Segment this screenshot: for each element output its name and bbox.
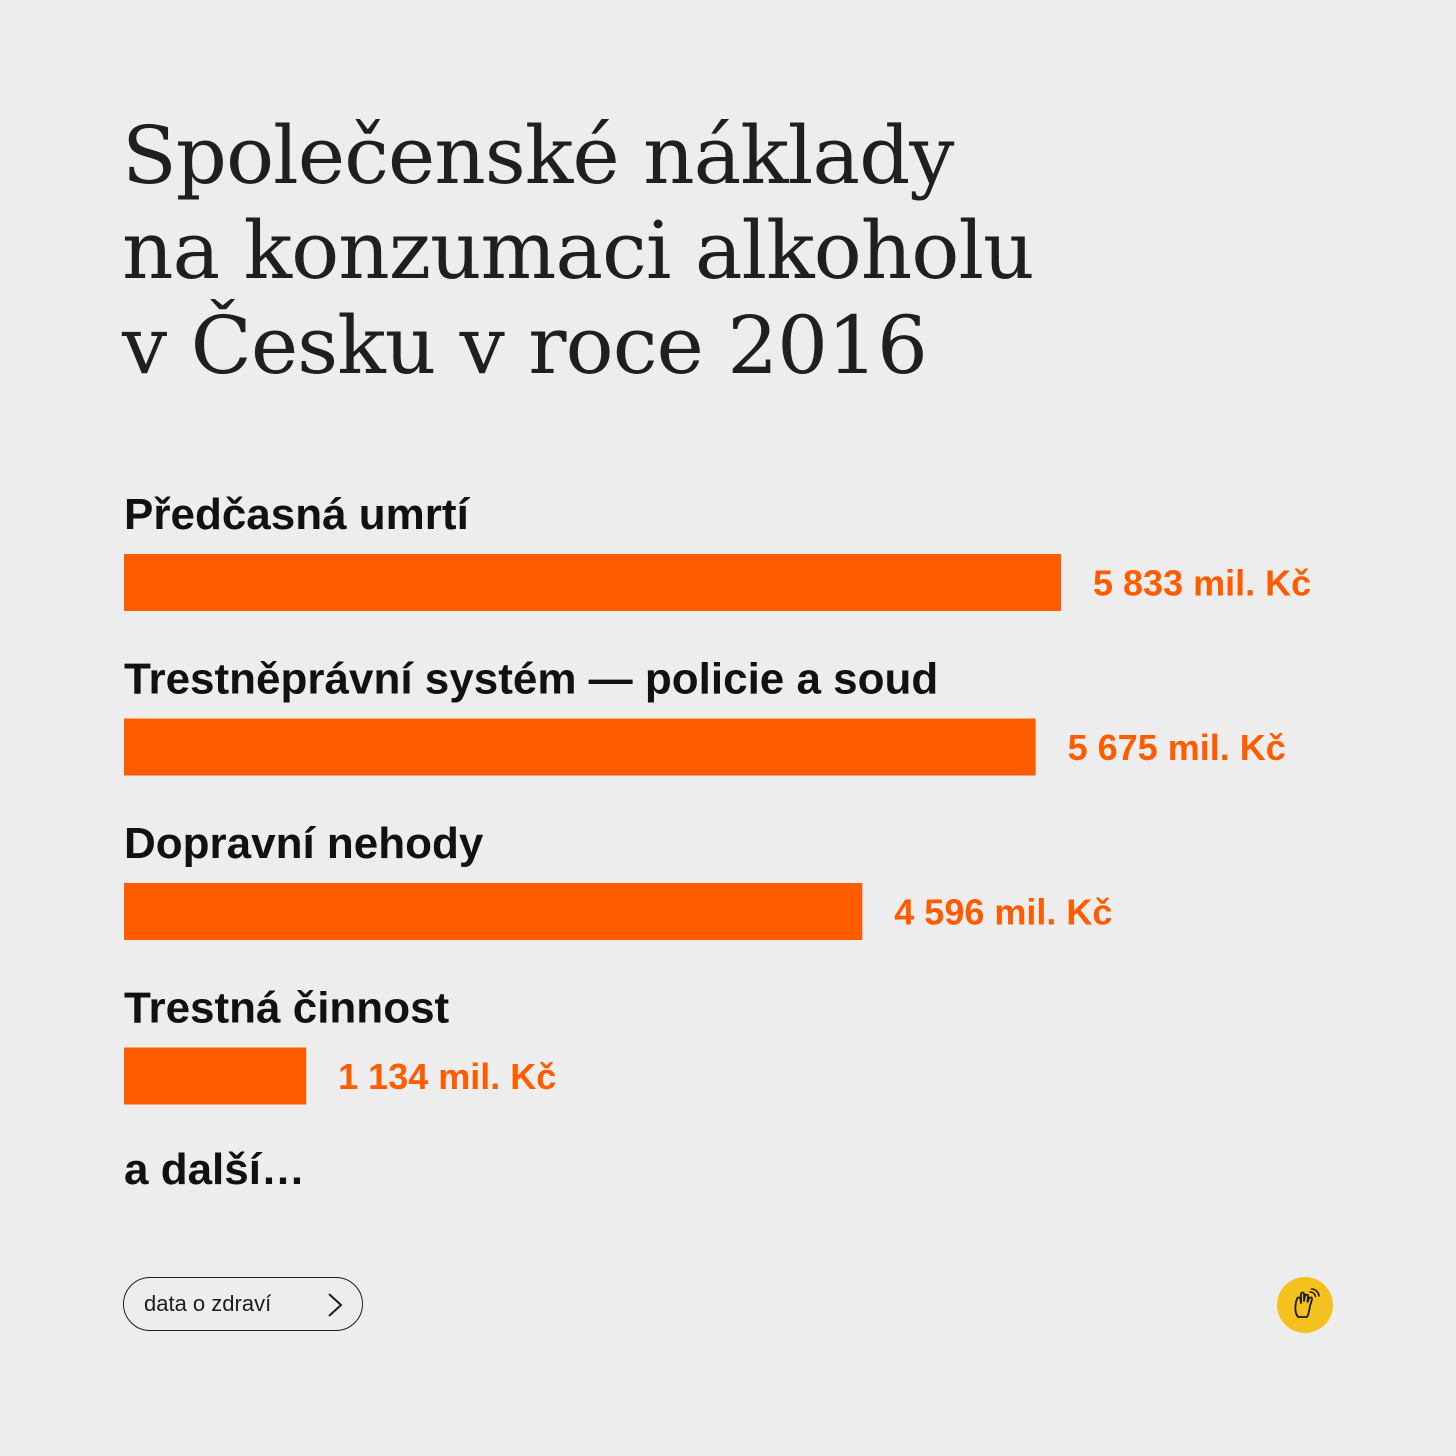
hand-pointing-icon <box>1277 1277 1333 1333</box>
source-button[interactable]: data o zdraví <box>123 1277 363 1331</box>
chart-title: Společenské náklady na konzumaci alkohol… <box>122 108 1272 393</box>
title-line-3: v Česku v roce 2016 <box>122 299 928 392</box>
more-items-text: a další… <box>124 1145 305 1194</box>
bar <box>124 554 1061 611</box>
category-label: Předčasná umrtí <box>124 490 471 539</box>
bar <box>124 1047 307 1105</box>
title-line-1: Společenské náklady <box>122 109 954 202</box>
value-label: 1 134 mil. Kč <box>338 1056 556 1097</box>
bar <box>124 718 1036 776</box>
bar <box>124 883 863 940</box>
value-label: 5 833 mil. Kč <box>1093 563 1311 604</box>
source-button-label: data o zdraví <box>144 1291 272 1316</box>
value-label: 5 675 mil. Kč <box>1068 727 1286 768</box>
category-label: Trestná činnost <box>124 984 450 1033</box>
category-label: Trestněprávní systém — policie a soud <box>124 655 938 704</box>
category-label: Dopravní nehody <box>124 819 484 868</box>
value-label: 4 596 mil. Kč <box>894 892 1112 933</box>
title-line-2: na konzumaci alkoholu <box>122 204 1035 297</box>
chevron-right-icon <box>328 1293 343 1317</box>
